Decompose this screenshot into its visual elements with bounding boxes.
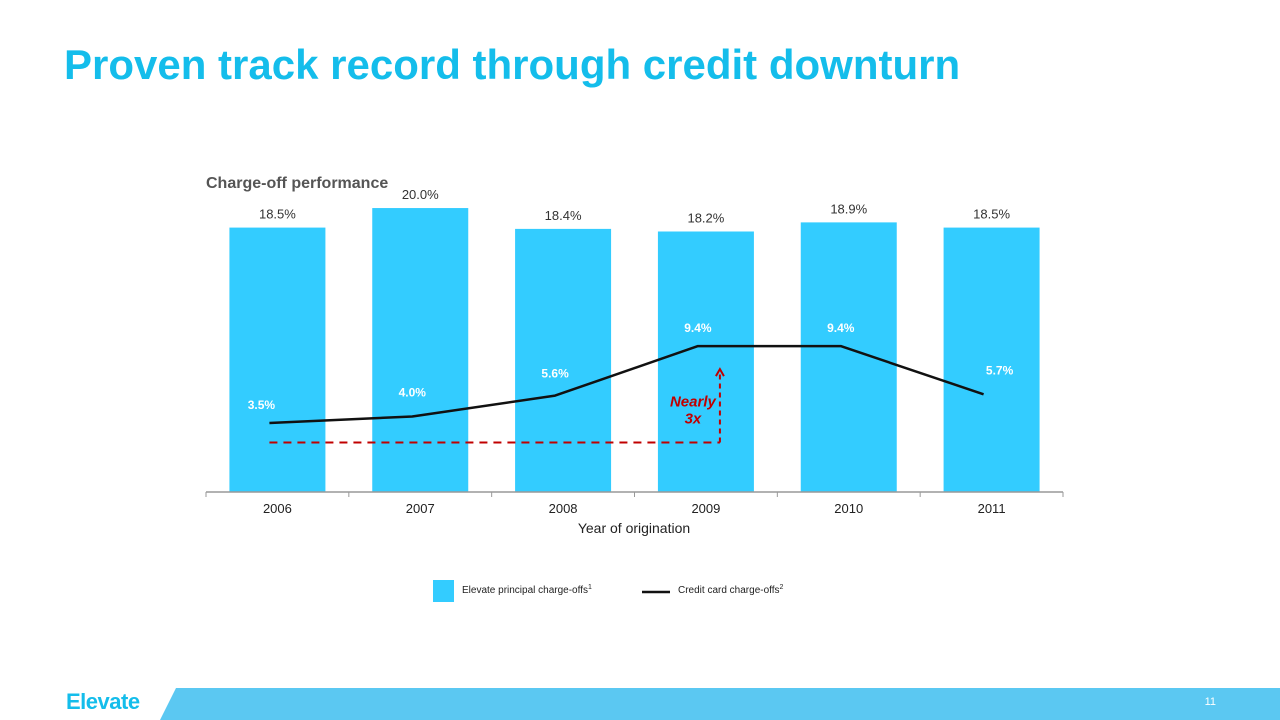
bar-value-label-2007: 20.0% bbox=[402, 187, 439, 202]
x-tick-label-2007: 2007 bbox=[406, 501, 435, 516]
charge-off-chart: Charge-off performance 18.5%20.0%18.4% 18… bbox=[205, 175, 1064, 602]
elevate-logo: Elevate bbox=[66, 689, 140, 714]
bar-2009 bbox=[657, 231, 754, 493]
bar-2008 bbox=[515, 228, 612, 493]
legend-footnote-2: 2 bbox=[780, 584, 784, 591]
page-number: 11 bbox=[1204, 696, 1216, 708]
annotation-line-1: Nearly bbox=[670, 394, 717, 411]
line-value-label-2010: 9.4% bbox=[827, 321, 855, 335]
line-layer: 3.5% 4.0% 5.6% 9.4% 9.4% 5.7% bbox=[248, 321, 1014, 425]
annotation-line-2: 3x bbox=[685, 411, 702, 428]
legend-label-line: Credit card charge-offs2 bbox=[678, 584, 784, 596]
line-value-label-2007: 4.0% bbox=[399, 385, 427, 399]
bar-2011 bbox=[943, 227, 1040, 492]
bar-2010 bbox=[800, 222, 897, 492]
line-value-label-2009: 9.4% bbox=[684, 321, 712, 335]
bar-2007 bbox=[372, 208, 469, 492]
nearly-3x-annotation: Nearly 3x bbox=[670, 394, 717, 428]
arrow-head bbox=[715, 367, 725, 377]
x-axis-label: Year of origination bbox=[578, 520, 690, 536]
footer-band bbox=[160, 688, 1280, 720]
line-value-label-2011: 5.7% bbox=[986, 363, 1014, 377]
legend-footnote-1: 1 bbox=[588, 584, 592, 591]
chart-title: Charge-off performance bbox=[206, 175, 388, 192]
bar-2006 bbox=[229, 227, 326, 492]
x-tick-label-2011: 2011 bbox=[978, 501, 1006, 516]
bar-value-label-2008: 18.4% bbox=[545, 208, 582, 223]
annotation-layer: Nearly 3x bbox=[269, 367, 725, 444]
page-title: Proven track record through credit downt… bbox=[64, 41, 961, 88]
legend-swatch-bar bbox=[433, 580, 454, 602]
bar-value-label-2006: 18.5% bbox=[259, 207, 296, 222]
x-tick-label-2008: 2008 bbox=[549, 501, 578, 516]
bar-value-label-2009: 18.2% bbox=[687, 210, 724, 225]
bar-value-label-2010: 18.9% bbox=[830, 201, 867, 216]
x-tick-label-2006: 2006 bbox=[263, 501, 292, 516]
x-tick-label-2009: 2009 bbox=[691, 501, 720, 516]
line-value-label-2008: 5.6% bbox=[541, 367, 569, 381]
bar-value-label-2011: 18.5% bbox=[973, 207, 1010, 222]
legend-label-bar: Elevate principal charge-offs1 bbox=[462, 584, 592, 596]
credit-card-line bbox=[269, 344, 984, 425]
legend: Elevate principal charge-offs1 Credit car… bbox=[433, 580, 784, 602]
x-axis: 2006 2007 2008 2009 2010 2011 bbox=[205, 491, 1064, 516]
bars-layer: 18.5% 20.0% 18.4% 18.2% 18.9% 18.5% bbox=[229, 187, 1040, 493]
line-value-label-2006: 3.5% bbox=[248, 398, 276, 412]
x-tick-label-2010: 2010 bbox=[834, 501, 863, 516]
